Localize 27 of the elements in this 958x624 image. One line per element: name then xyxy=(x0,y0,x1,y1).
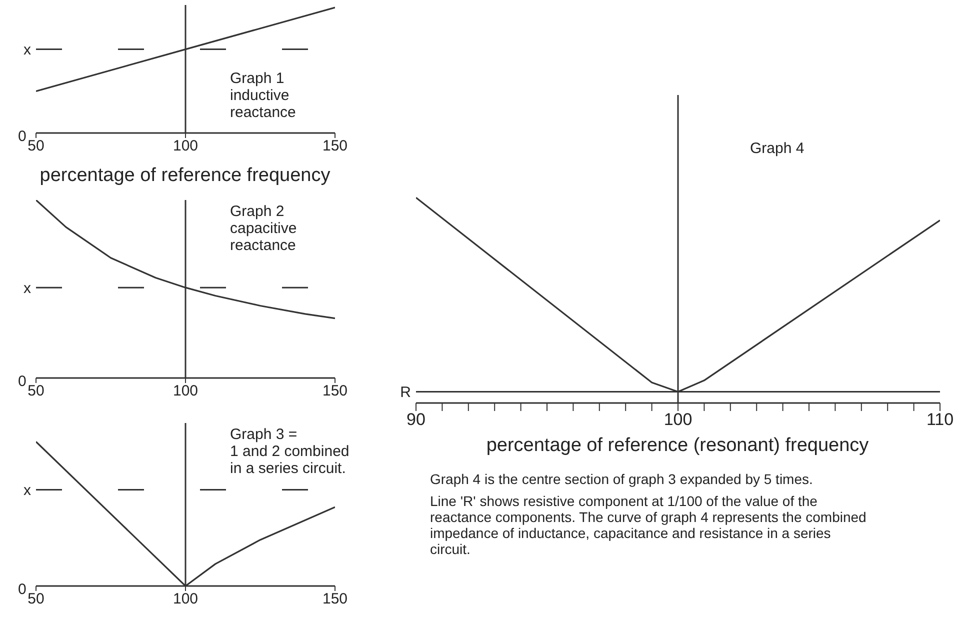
x-axis-title: percentage of reference (resonant) frequency xyxy=(485,435,870,457)
x-tick-label: 50 xyxy=(28,138,44,155)
ref-line-label: R xyxy=(400,384,412,402)
chart-title: Graph 3 = 1 and 2 combined in a series circuit. xyxy=(230,426,350,477)
ref-line-label: x xyxy=(24,482,32,500)
chart-title: Graph 4 xyxy=(750,140,806,157)
ref-line-label: x xyxy=(24,280,32,297)
x-tick-label: 90 xyxy=(406,410,426,430)
ref-line-label: x xyxy=(24,42,32,59)
text: 0 xyxy=(18,581,26,598)
text: 0 xyxy=(18,128,26,145)
x-tick-label: 100 xyxy=(172,382,198,400)
text: Line 'R' shows resistive component at 1/100 of the value of the reactance components. The curve of graph 4 represents the combined impedance of inductance, capacitance and resistance in a series circuit. xyxy=(430,493,868,557)
x-tick-label: 100 xyxy=(172,138,198,155)
x-tick-label: 50 xyxy=(28,590,44,608)
caption: Graph 4 is the centre section of graph 3 expanded by 5 times. xyxy=(430,471,814,487)
x-tick-label: 150 xyxy=(322,590,348,608)
x-tick-label: 100 xyxy=(172,590,198,608)
text: Graph 1 inductive reactance xyxy=(230,70,297,121)
x-tick-label: 50 xyxy=(28,382,44,400)
x-tick-label: 150 xyxy=(322,138,348,155)
text: Graph 2 capacitive reactance xyxy=(230,203,298,254)
x-axis-title: percentage of reference frequency xyxy=(38,165,332,187)
x-tick-label: 100 xyxy=(664,410,692,430)
x-tick-label: 110 xyxy=(926,410,954,430)
text: 0 xyxy=(18,373,26,390)
x-tick-label: 150 xyxy=(322,382,348,400)
